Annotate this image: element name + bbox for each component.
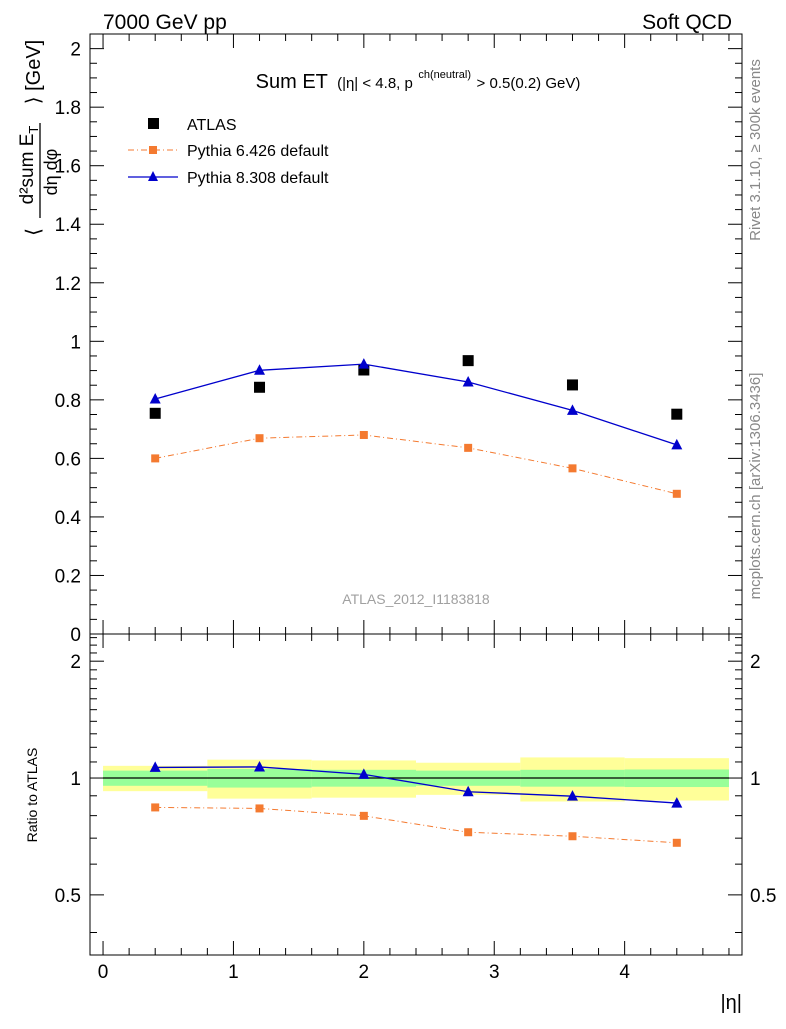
ratio-ytick-label-right-1: 1 (750, 769, 761, 790)
ratio-ytick-label-left-2: 2 (70, 652, 81, 673)
main-ytick-label-10: 2 (70, 40, 81, 61)
ratio-xtick-label-2: 2 (359, 962, 370, 983)
main-ytick-label-7: 1.4 (55, 215, 82, 236)
mcplots-label: mcplots.cern.ch [arXiv:1306.3436] (747, 373, 764, 600)
ratio-xtick-label-3: 3 (489, 962, 500, 983)
ratio-point-pythia6-1 (255, 804, 264, 813)
rivet-label: Rivet 3.1.10, ≥ 300k events (747, 59, 764, 241)
main-point-atlas-0 (149, 407, 161, 419)
main-ytick-label-1: 0.2 (55, 566, 81, 587)
ratio-point-pythia6-4 (568, 832, 577, 841)
ratio-ytick-label-right-0: 0.5 (750, 886, 776, 907)
main-point-atlas-5 (671, 408, 683, 420)
ratio-panel: 0 1 2 3 4 0.5 0.5 1 1 2 2 (55, 633, 776, 983)
ratio-xtick-label-4: 4 (619, 962, 630, 983)
ratio-point-pythia6-3 (464, 828, 473, 837)
ratio-point-pythia6-2 (359, 811, 368, 820)
main-point-atlas-3 (462, 355, 474, 367)
main-line-pythia8 (155, 363, 678, 446)
legend-marker-pythia8 (148, 171, 158, 181)
main-point-pythia6-4 (568, 464, 577, 473)
ratio-ytick-label-left-1: 1 (70, 769, 81, 790)
xlabel: |η| (720, 992, 742, 1014)
main-line-pythia6 (155, 434, 677, 495)
main-point-pythia8-2 (358, 358, 370, 369)
ylabel-bracket-left: ⟨ (23, 228, 45, 236)
ratio-point-pythia6-5 (672, 838, 681, 847)
ratio-point-pythia8-5 (671, 797, 683, 808)
main-point-atlas-2 (358, 364, 370, 376)
plot-title: Sum ET (|η| < 4.8, p ch(neutral) > 0.5(0… (256, 61, 581, 93)
beam-label: 7000 GeV pp (103, 11, 227, 34)
legend-label-pythia8: Pythia 8.308 default (187, 170, 329, 187)
ratio-point-pythia8-4 (566, 790, 578, 801)
main-ytick-label-9: 1.8 (55, 98, 81, 119)
main-point-pythia6-5 (672, 489, 681, 498)
ratio-ytick-label-right-2: 2 (750, 652, 761, 673)
main-panel: 0 0.2 0.4 0.6 0.8 1 1.2 1.4 1.6 1.8 2 (55, 33, 743, 646)
legend-label-atlas: ATLAS (187, 117, 237, 134)
main-point-atlas-1 (254, 381, 266, 393)
main-ytick-label-2: 0.4 (55, 508, 82, 529)
analysis-label: ATLAS_2012_I1183818 (342, 591, 490, 607)
main-point-pythia8-5 (671, 438, 683, 450)
ylabel-main: ⟨ d²sum ET dη dφ ⟩ [GeV] (17, 40, 61, 236)
ratio-line-pythia8 (155, 766, 677, 804)
title-superscript: ch(neutral) (418, 69, 471, 81)
title-condition: (|η| < 4.8, p (337, 75, 413, 92)
main-point-pythia6-1 (255, 434, 264, 443)
main-point-pythia6-2 (359, 430, 368, 439)
ratio-point-pythia8-1 (254, 760, 266, 772)
main-point-atlas-4 (566, 379, 578, 391)
ratio-point-pythia6-0 (151, 803, 160, 812)
main-point-pythia8-3 (462, 376, 474, 387)
ratio-ytick-label-left-0: 0.5 (55, 886, 81, 907)
process-label: Soft QCD (642, 11, 732, 34)
ratio-ylabel: Ratio to ATLAS (24, 748, 40, 843)
ylabel-bracket-right: ⟩ [GeV] (23, 40, 45, 105)
ylabel-numerator: d²sum ET (17, 126, 41, 205)
ratio-xtick-label-1: 1 (228, 962, 239, 983)
main-ytick-label-8: 1.6 (55, 157, 81, 178)
ratio-point-pythia8-3 (462, 785, 474, 797)
title-main: Sum ET (256, 71, 328, 93)
title-tail: > 0.5(0.2) GeV) (477, 75, 581, 92)
legend: ATLAS Pythia 6.426 default Pythia 8.308 … (128, 117, 329, 187)
ratio-point-pythia8-2 (358, 768, 370, 779)
legend-label-pythia6: Pythia 6.426 default (187, 143, 329, 160)
ratio-point-pythia8-0 (149, 761, 161, 772)
main-ytick-label-6: 1.2 (55, 274, 81, 295)
main-ytick-label-4: 0.8 (55, 391, 81, 412)
main-point-pythia8-0 (149, 392, 161, 404)
main-point-pythia8-4 (566, 404, 578, 415)
main-ytick-label-5: 1 (70, 332, 81, 353)
ratio-line-pythia6 (155, 806, 677, 844)
main-point-pythia6-0 (151, 454, 160, 463)
ratio-xtick-label-0: 0 (98, 962, 109, 983)
main-ytick-label-0: 0 (70, 625, 81, 646)
main-ytick-label-3: 0.6 (55, 449, 81, 470)
main-point-pythia6-3 (464, 443, 473, 452)
legend-marker-atlas (148, 118, 159, 129)
ylabel-denominator: dη dφ (41, 149, 61, 196)
legend-marker-pythia6 (149, 146, 157, 154)
main-point-pythia8-1 (254, 364, 266, 375)
